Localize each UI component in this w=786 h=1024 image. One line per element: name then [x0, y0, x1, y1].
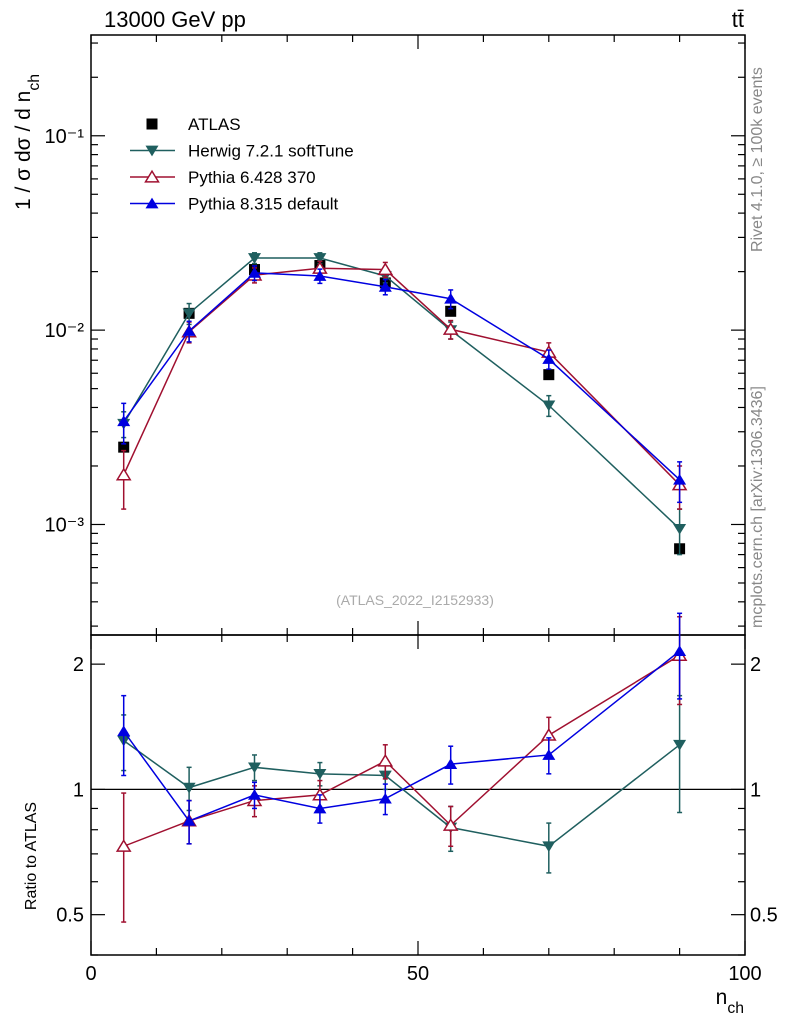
legend-label: Herwig 7.2.1 softTune [188, 142, 354, 161]
data-point [673, 523, 687, 535]
data-point [118, 441, 130, 453]
ratio-y-tick-label-right: 2 [750, 654, 761, 676]
legend-label: ATLAS [188, 115, 241, 134]
legend-marker [145, 145, 159, 157]
ratio-y-tick-label: 1 [73, 779, 84, 801]
side-text-mcplots: mcplots.cern.ch [arXiv:1306.3436] [749, 386, 766, 628]
ratio-y-tick-label-right: 0.5 [750, 905, 778, 927]
data-point [543, 369, 555, 381]
x-tick-label: 50 [407, 963, 429, 985]
data-point [377, 262, 394, 276]
data-point [182, 815, 196, 826]
main-series-herwig-7-2-1-softtune [117, 252, 687, 556]
ratio-series-herwig-7-2-1-softtune [117, 694, 687, 874]
data-point [115, 838, 132, 852]
data-point [115, 467, 132, 481]
legend-label: Pythia 8.315 default [188, 195, 339, 214]
header-energy: 13000 GeV pp [104, 7, 246, 32]
legend-marker [146, 118, 158, 130]
main-y-tick-label: 10⁻³ [45, 514, 85, 536]
data-point [313, 253, 327, 264]
data-point [444, 758, 458, 770]
legend: ATLAS Herwig 7.2.1 softTune Pythia 6.428 3… [130, 115, 354, 214]
ratio-series-pythia-8-315-default [117, 612, 687, 845]
main-y-tick-label: 10⁻¹ [45, 126, 85, 148]
data-point [542, 400, 556, 412]
data-point [378, 280, 392, 292]
data-point [673, 739, 687, 751]
main-y-tick-label: 10⁻² [45, 320, 85, 342]
x-tick-label: 0 [85, 963, 96, 985]
data-point [673, 645, 687, 656]
data-point [248, 253, 261, 264]
data-point [542, 841, 556, 853]
main-series-pythia-6-428-370 [115, 260, 688, 510]
data-point [248, 789, 261, 800]
data-point [313, 802, 327, 814]
main-y-axis-label: 1 / σ dσ / d nch [12, 74, 43, 210]
legend-marker [145, 197, 159, 209]
series-line [123, 740, 681, 848]
data-point [248, 267, 261, 278]
data-point [248, 762, 261, 774]
data-point [377, 753, 394, 767]
data-point [444, 292, 458, 304]
x-axis-label: nch [716, 986, 744, 1017]
ratio-y-tick-label: 2 [73, 654, 84, 676]
data-point [182, 308, 196, 320]
ratio-y-axis-label: Ratio to ATLAS [23, 802, 40, 910]
data-point [442, 817, 459, 831]
data-point [117, 725, 131, 737]
main-panel: 10⁻¹ 10⁻² 10⁻³ [45, 34, 746, 636]
data-point [442, 321, 459, 335]
header-process: tt̄ [732, 7, 744, 32]
data-point [445, 305, 457, 317]
data-point [117, 415, 131, 427]
data-point [182, 782, 196, 794]
data-point [673, 473, 687, 485]
series-line [123, 654, 680, 847]
series-line [123, 257, 681, 530]
data-point [542, 749, 556, 760]
series-line [123, 267, 681, 486]
series-line [123, 650, 681, 822]
legend-marker [144, 169, 160, 183]
y-label-main: 1 / σ dσ / d nch [12, 74, 43, 210]
side-text-rivet: Rivet 4.1.0, ≥ 100k events [749, 67, 766, 252]
legend-label: Pythia 6.428 370 [188, 168, 316, 187]
main-series-pythia-8-315-default [117, 265, 687, 504]
ratio-panel: 0 50 100 0.5 0.5 1 1 2 2 [56, 612, 778, 985]
data-point [378, 792, 392, 804]
analysis-watermark: (ATLAS_2022_I2152933) [336, 592, 494, 608]
ratio-y-tick-label: 0.5 [56, 905, 84, 927]
data-point [542, 353, 556, 364]
series-line [123, 272, 681, 481]
x-tick-label: 100 [728, 963, 761, 985]
ratio-y-tick-label-right: 1 [750, 779, 761, 801]
data-point [182, 325, 196, 336]
ratio-series-pythia-6-428-370 [115, 615, 688, 923]
data-point [313, 270, 327, 281]
data-point [313, 768, 327, 780]
